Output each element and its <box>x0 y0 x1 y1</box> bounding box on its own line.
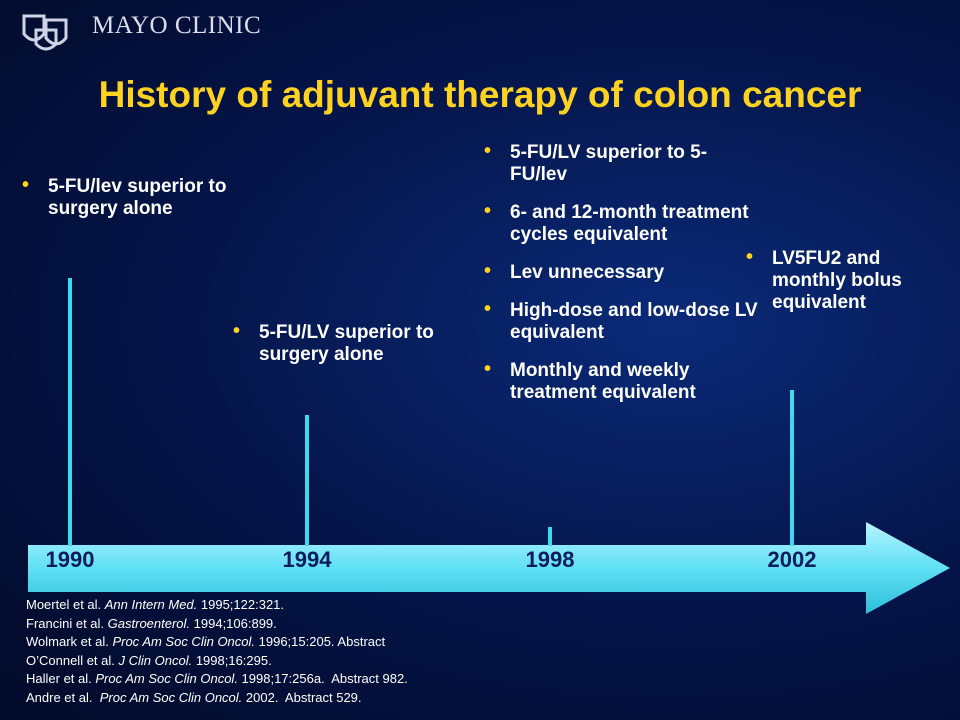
event: 5-FU/lev superior to surgery alone <box>22 174 237 236</box>
reference: Francini et al. Gastroenterol. 1994;106:… <box>26 615 408 634</box>
reference-journal: Proc Am Soc Clin Oncol. <box>95 671 238 686</box>
bullet-item: Monthly and weekly treatment equivalent <box>484 358 762 404</box>
stems <box>68 278 794 546</box>
reference-journal: Gastroenterol. <box>107 615 191 631</box>
reference-authors: Francini et al. <box>26 615 108 631</box>
year: 2002 <box>767 547 817 572</box>
reference: Moertel et al. Ann Intern Med. 1995;122:… <box>26 596 408 615</box>
year: 1998 <box>525 547 575 572</box>
reference: Wolmark et al. Proc Am Soc Clin Oncol. 1… <box>26 633 408 652</box>
reference: O’Connell et al. J Clin Oncol. 1998;16:2… <box>26 652 408 671</box>
bullet-item: 5-FU/lev superior to surgery alone <box>22 174 237 220</box>
reference-journal: Proc Am Soc Clin Oncol. <box>99 689 243 705</box>
event: LV5FU2 and monthly bolus equivalent <box>746 246 946 330</box>
reference-authors: Haller et al. <box>26 671 96 686</box>
references: Moertel et al. Ann Intern Med. 1995;122:… <box>26 596 408 707</box>
reference-journal: Proc Am Soc Clin Oncol. <box>112 634 256 649</box>
event: 5-FU/LV superior to 5-FU/lev 6- and 12-mo… <box>484 140 762 420</box>
year: 1990 <box>45 547 95 572</box>
reference-details: 1994;106:899. <box>190 615 277 631</box>
reference-details: 2002. Abstract 529. <box>242 689 362 705</box>
reference-authors: Wolmark et al. <box>26 634 113 649</box>
reference-journal: J Clin Oncol. <box>118 652 193 668</box>
event: 5-FU/LV superior to surgery alone <box>233 320 463 382</box>
reference-details: 1998;17:256a. Abstract 982. <box>237 671 408 686</box>
title: History of adjuvant therapy of colon can… <box>98 74 862 115</box>
reference-details: 1998;16:295. <box>192 652 272 668</box>
bullet-item: 5-FU/LV superior to surgery alone <box>233 320 463 366</box>
logo <box>22 14 68 51</box>
reference: Andre et al. Proc Am Soc Clin Oncol. 200… <box>26 689 408 708</box>
bullet-item: Lev unnecessary <box>484 260 762 284</box>
year: 1994 <box>282 547 332 572</box>
timeline-arrow <box>28 522 950 614</box>
bullet-item: 6- and 12-month treatment cycles equival… <box>484 200 762 246</box>
reference: Haller et al. Proc Am Soc Clin Oncol. 19… <box>26 670 408 689</box>
reference-authors: O’Connell et al. <box>26 652 119 668</box>
reference-authors: Moertel et al. <box>26 597 105 612</box>
reference-journal: Ann Intern Med. <box>104 597 198 612</box>
bullet-item: High-dose and low-dose LV equivalent <box>484 298 762 344</box>
brand: MAYO CLINIC <box>92 12 262 39</box>
reference-details: 1996;15:205. Abstract <box>255 634 386 649</box>
bullet-item: LV5FU2 and monthly bolus equivalent <box>746 246 946 314</box>
reference-details: 1995;122:321. <box>197 597 285 612</box>
reference-authors: Andre et al. <box>26 689 100 705</box>
bullet-item: 5-FU/LV superior to 5-FU/lev <box>484 140 762 186</box>
